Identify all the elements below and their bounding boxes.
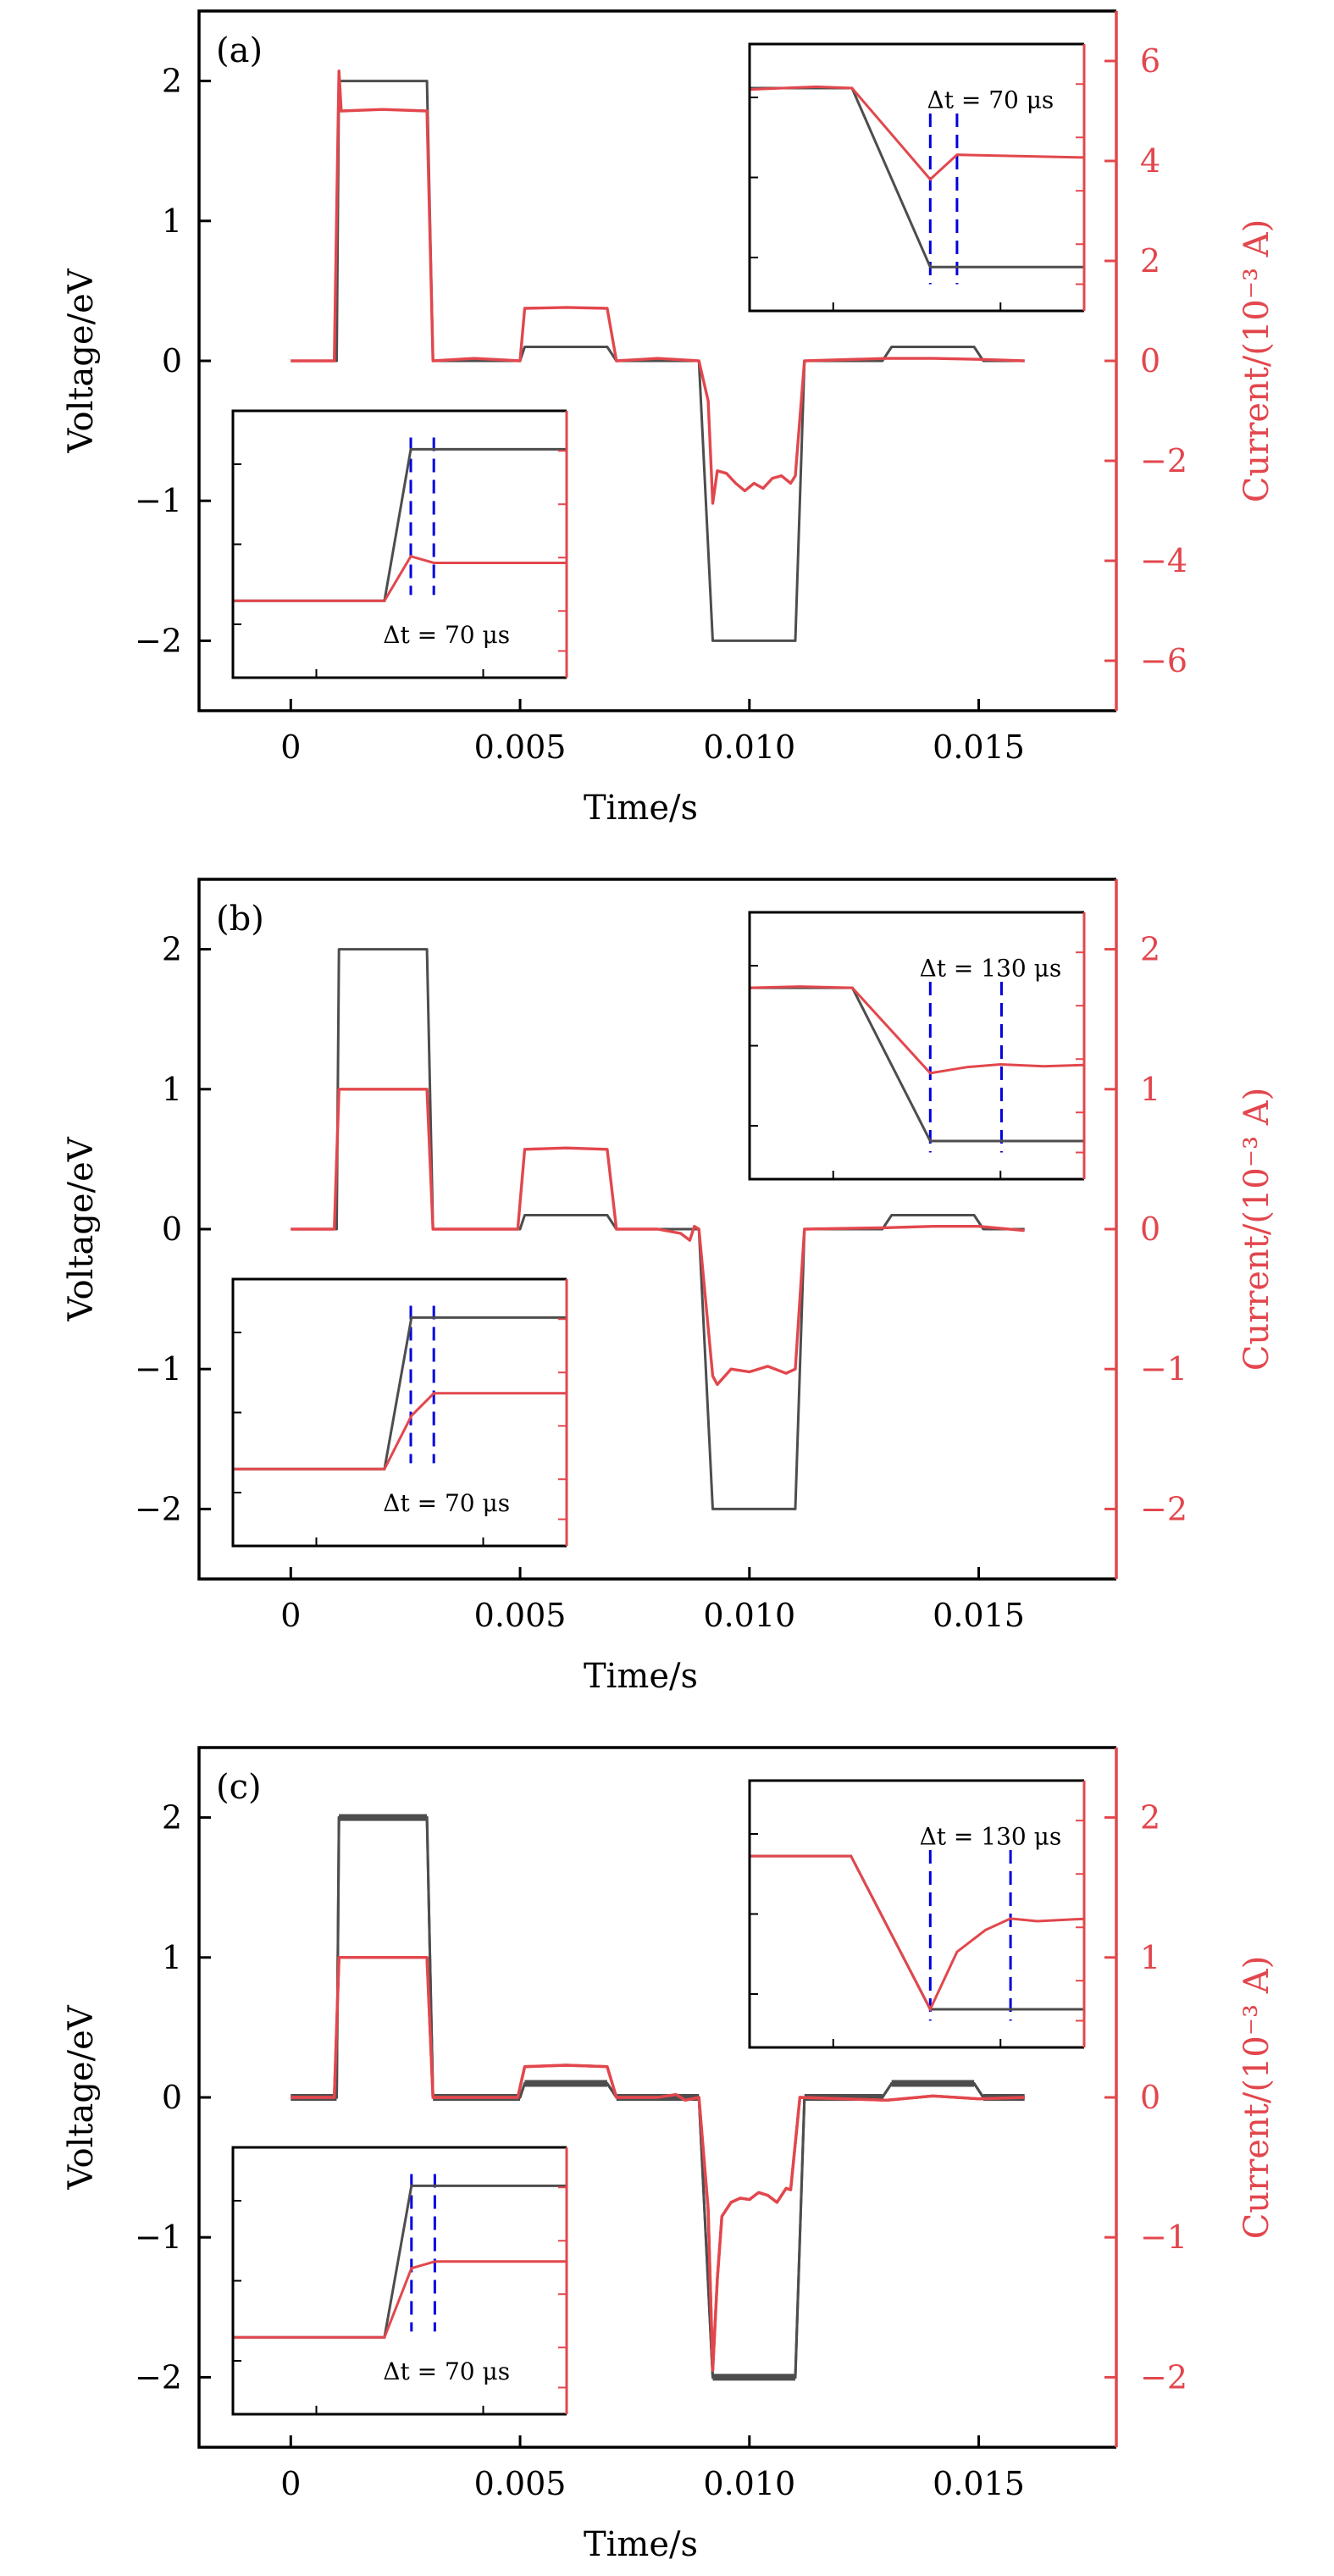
- current-series-line: [291, 69, 1025, 505]
- x-tick-label: 0.010: [703, 728, 795, 766]
- inset-current-line: [749, 85, 1085, 181]
- y-tick-label: 1: [162, 1071, 182, 1108]
- y2-tick-label: −4: [1140, 542, 1187, 579]
- y-tick-label: −1: [135, 482, 182, 519]
- x-tick-label: 0.010: [703, 1597, 795, 1634]
- panel-c: Δt = 130 μs Δt = 70 μs 0 0.005 0.010 0.015 −2 −…: [62, 1746, 1276, 2564]
- inset-background: [233, 1279, 567, 1546]
- x-tick-label: 0: [280, 728, 301, 766]
- x-axis-title: Time/s: [584, 2525, 698, 2564]
- x-tick-label: 0.005: [474, 2465, 567, 2502]
- y2-tick-label: 4: [1140, 142, 1160, 180]
- y-tick-label: 1: [162, 202, 182, 240]
- y2-tick-label: 0: [1140, 2079, 1160, 2116]
- panel-b: Δt = 130 μs Δt = 70 μs 0 0.005 0.010 0.015 −2 −…: [62, 878, 1276, 1696]
- delta-t-annotation: Δt = 130 μs: [920, 1823, 1062, 1851]
- inset-current-line: [233, 554, 567, 602]
- y-tick-label: −2: [135, 622, 182, 659]
- inset-bottom-left: Δt = 70 μs: [231, 1277, 568, 1548]
- inset-background: [750, 1781, 1084, 2047]
- y-tick-label: −2: [135, 1490, 182, 1527]
- inset-current-line: [749, 985, 1085, 1075]
- voltage-series-line: [291, 80, 1025, 642]
- y2-tick-label: 0: [1140, 1210, 1160, 1248]
- inset-top-right: Δt = 130 μs: [748, 911, 1086, 1181]
- x-axis-title: Time/s: [584, 789, 698, 828]
- y2-tick-label: −6: [1140, 642, 1187, 679]
- panel-label: (a): [216, 31, 263, 70]
- inset-top-right: Δt = 130 μs: [748, 1779, 1086, 2049]
- current-series-line: [291, 1088, 1025, 1387]
- inset-top-right: Δt = 70 μs: [748, 42, 1086, 313]
- y2-axis-title: Current/(10⁻³ A): [1237, 219, 1276, 502]
- y-tick-label: −1: [135, 2219, 182, 2256]
- inset-bottom-left: Δt = 70 μs: [231, 409, 568, 679]
- inset-current-line: [233, 1392, 567, 1471]
- y-tick-label: 1: [162, 1939, 182, 1976]
- x-tick-label: 0.005: [474, 1597, 567, 1634]
- y2-tick-label: 1: [1140, 1939, 1160, 1976]
- delta-t-annotation: Δt = 70 μs: [383, 2357, 510, 2385]
- x-tick-label: 0.010: [703, 2465, 795, 2502]
- delta-t-annotation: Δt = 130 μs: [920, 955, 1062, 983]
- x-tick-label: 0.015: [933, 1597, 1025, 1634]
- y-tick-label: 2: [162, 1799, 182, 1836]
- inset-background: [750, 912, 1084, 1179]
- y2-tick-label: −1: [1140, 2219, 1187, 2256]
- y2-tick-label: 2: [1140, 931, 1160, 968]
- inset-current-line: [233, 2260, 567, 2339]
- y-tick-label: 2: [162, 931, 182, 968]
- y2-tick-label: −1: [1140, 1350, 1187, 1388]
- y-tick-label: 0: [162, 2079, 182, 2116]
- y2-tick-label: 0: [1140, 342, 1160, 379]
- y-tick-label: −1: [135, 1350, 182, 1388]
- x-tick-label: 0: [280, 2465, 301, 2502]
- inset-background: [233, 411, 567, 678]
- y2-tick-label: 6: [1140, 42, 1160, 80]
- panel-label: (c): [216, 1768, 262, 1807]
- y-tick-label: 0: [162, 342, 182, 379]
- inset-background: [750, 44, 1084, 311]
- y2-axis-title: Current/(10⁻³ A): [1237, 1088, 1276, 1371]
- y2-tick-label: −2: [1140, 442, 1187, 479]
- inset-current-line: [750, 1854, 1085, 2013]
- panel-a: Δt = 70 μs Δt = 70 μs 0 0.005 0.010 0.015 −2 −1…: [62, 9, 1276, 828]
- panel-label: (b): [216, 900, 264, 939]
- x-tick-label: 0: [280, 1597, 301, 1634]
- inset-background: [233, 2147, 567, 2414]
- inset-bottom-left: Δt = 70 μs: [231, 2146, 568, 2416]
- y-tick-label: −2: [135, 2358, 182, 2396]
- delta-t-annotation: Δt = 70 μs: [927, 86, 1054, 114]
- y2-tick-label: −2: [1140, 1490, 1187, 1527]
- y-axis-title: Voltage/eV: [62, 1136, 101, 1321]
- y-axis-title: Voltage/eV: [62, 2004, 101, 2190]
- y2-axis-title: Current/(10⁻³ A): [1237, 1956, 1276, 2239]
- y2-tick-label: 2: [1140, 1799, 1160, 1836]
- y2-tick-label: −2: [1140, 2358, 1187, 2396]
- delta-t-annotation: Δt = 70 μs: [383, 1489, 510, 1517]
- x-tick-label: 0.015: [933, 728, 1025, 766]
- x-tick-label: 0.015: [933, 2465, 1025, 2502]
- x-tick-label: 0.005: [474, 728, 567, 766]
- x-axis-title: Time/s: [584, 1657, 698, 1696]
- y2-tick-label: 2: [1140, 242, 1160, 280]
- y-tick-label: 0: [162, 1210, 182, 1248]
- current-series-line: [291, 1956, 1025, 2372]
- y-tick-label: 2: [162, 63, 182, 100]
- delta-t-annotation: Δt = 70 μs: [383, 621, 510, 649]
- y2-tick-label: 1: [1140, 1071, 1160, 1108]
- y-axis-title: Voltage/eV: [62, 268, 101, 453]
